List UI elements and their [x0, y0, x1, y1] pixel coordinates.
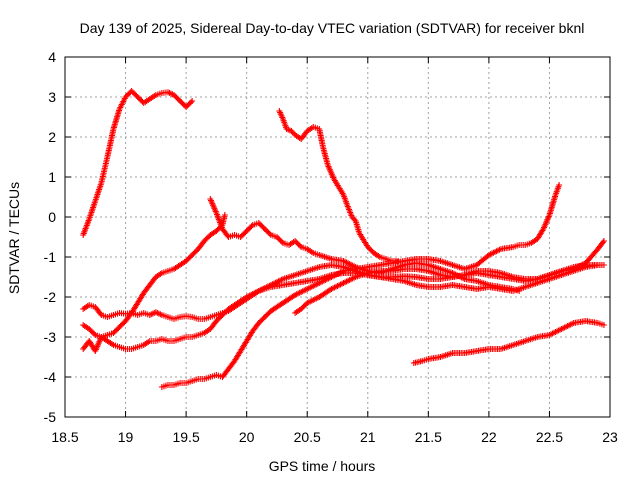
x-tick-label: 19.5	[172, 429, 199, 445]
y-tick-label: -4	[44, 369, 57, 385]
series-track-8	[276, 108, 402, 264]
y-tick-label: 0	[48, 209, 56, 225]
series-track-4	[80, 212, 228, 354]
x-tick-label: 19	[118, 429, 134, 445]
data-point	[296, 242, 303, 249]
series-track-9	[410, 318, 607, 366]
data-points	[80, 88, 607, 390]
x-tick-label: 20.5	[294, 429, 321, 445]
data-point	[395, 258, 402, 264]
y-tick-label: -5	[44, 409, 57, 425]
data-point	[187, 99, 194, 106]
data-point	[189, 98, 196, 104]
x-tick-label: 18.5	[51, 429, 78, 445]
chart-title: Day 139 of 2025, Sidereal Day-to-day VTE…	[80, 20, 585, 36]
data-point	[266, 230, 273, 237]
grid-lines	[65, 57, 610, 417]
y-tick-label: -3	[44, 329, 57, 345]
data-point	[221, 212, 228, 218]
data-point	[248, 223, 255, 230]
data-point	[556, 182, 563, 188]
x-tick-label: 23	[602, 429, 618, 445]
data-point	[516, 288, 523, 294]
data-point	[600, 262, 607, 268]
x-axis-label: GPS time / hours	[269, 458, 376, 474]
y-tick-label: 3	[48, 89, 56, 105]
y-tick-label: 2	[48, 129, 56, 145]
y-tick-label: 1	[48, 169, 56, 185]
axes: 18.5 19 19.5 20 20.5 21 21.5 22 22.5 23-5-4-3-2-1…	[44, 49, 618, 445]
x-tick-label: 21.5	[415, 429, 442, 445]
x-tick-label: 20	[239, 429, 255, 445]
y-tick-label: -2	[44, 289, 57, 305]
series-track-1	[80, 88, 196, 238]
data-point	[97, 310, 104, 317]
x-tick-label: 22	[481, 429, 497, 445]
plot-frame	[64, 56, 611, 418]
x-tick-label: 22.5	[536, 429, 563, 445]
data-point	[278, 238, 285, 245]
y-tick-label: 4	[48, 49, 56, 65]
data-point	[600, 238, 607, 244]
data-point	[91, 330, 98, 337]
data-point	[224, 232, 231, 239]
x-tick-label: 21	[360, 429, 376, 445]
data-point	[600, 322, 607, 328]
y-axis-label: SDTVAR / TECUs	[6, 182, 22, 294]
y-tick-label: -1	[44, 249, 57, 265]
data-point	[351, 216, 358, 223]
data-point	[599, 239, 606, 246]
series-track-7	[292, 238, 607, 316]
series-track-6	[158, 182, 563, 390]
